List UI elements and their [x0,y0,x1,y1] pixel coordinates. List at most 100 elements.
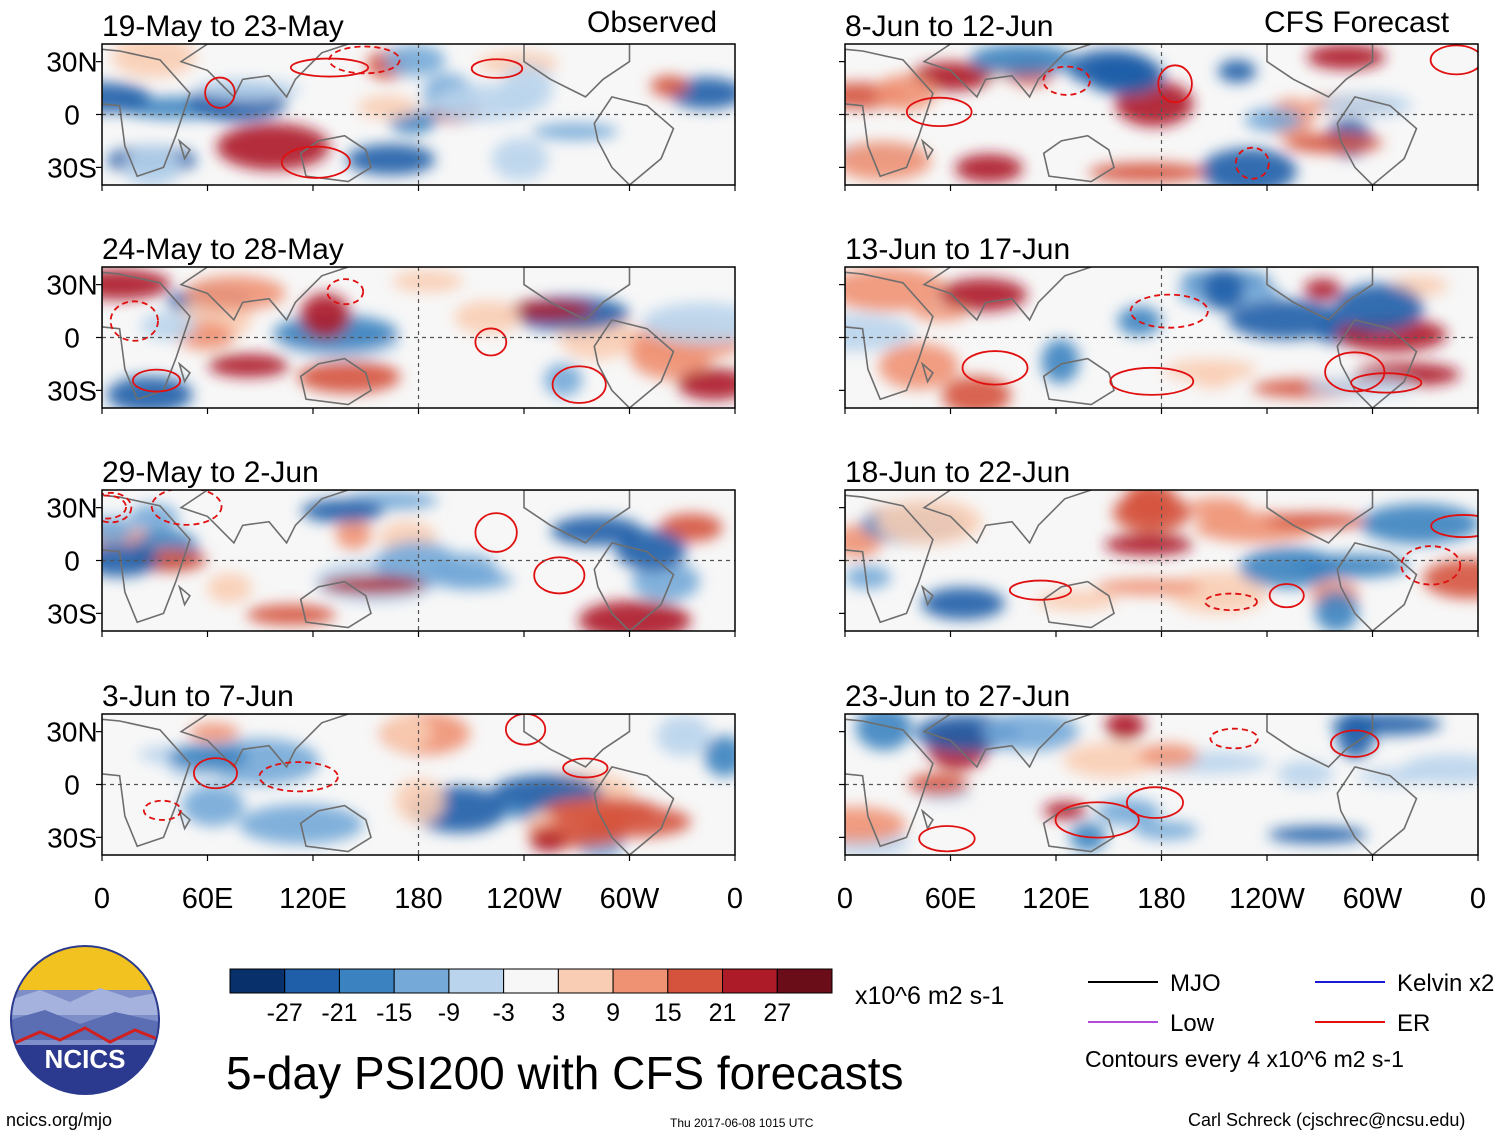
forecast-panel-3: 18-Jun to 22-Jun [839,456,1479,637]
x-tick-label: 120W [486,883,562,915]
x-tick-label: 60W [600,883,660,915]
anomaly-shading [138,714,735,855]
colorbar-tick-label: 3 [551,999,565,1027]
er-contours [109,278,607,404]
coastlines [102,267,675,408]
er-contours [1008,514,1478,612]
coastlines [845,267,1418,408]
colorbar-units: x10^6 m2 s-1 [855,982,1005,1010]
y-tick-label: 30S [47,375,97,406]
er-contours [204,45,524,179]
er-contours [102,490,586,595]
y-tick-label: 30N [46,717,97,748]
panel-period-label: 24-May to 28-May [102,233,344,266]
credit: Carl Schreck (cjschrec@ncsu.edu) [1188,1110,1466,1130]
logo-text: NCICS [45,1044,126,1074]
x-tick-label: 0 [837,883,853,915]
panel-period-label: 29-May to 2-Jun [102,456,319,489]
x-tick-label: 60W [1343,883,1403,915]
er-contours [918,727,1380,853]
source-url[interactable]: ncics.org/mjo [6,1110,113,1130]
panel-period-label: 23-Jun to 27-Jun [845,680,1070,713]
er-contours [142,714,609,821]
anomaly-shading [845,267,1461,408]
x-tick-label: 0 [727,883,743,915]
anomaly-shading [845,44,1413,185]
colorbar-tick-label: -9 [438,999,460,1027]
er-contours [961,293,1423,396]
coastlines [845,714,1418,855]
x-tick-label: 120E [279,883,347,915]
forecast-panel-2: 13-Jun to 17-Jun [839,233,1479,414]
x-tick-label: 0 [1470,883,1486,915]
panel-period-label: 19-May to 23-May [102,10,344,43]
colorbar-swatch [338,968,395,994]
y-tick-label: 30N [46,493,97,524]
colorbar-tick-label: -21 [321,999,357,1027]
colorbar-tick-label: -27 [267,999,303,1027]
colorbar-tick-label: -3 [493,999,515,1027]
ncics-logo: NCICS [10,945,160,1095]
panel-period-label: 8-Jun to 12-Jun [845,10,1053,43]
legend-label: Low [1170,1010,1215,1037]
colorbar-swatch [776,968,833,994]
y-tick-label: 0 [64,323,80,354]
er-contours [905,44,1478,180]
anomaly-shading [102,269,735,408]
y-tick-label: 30S [47,598,97,629]
colorbar-tick-label: 15 [654,999,682,1027]
colorbar-swatch [722,968,778,994]
colorbar-swatch [448,968,505,994]
x-tick-label: 120W [1229,883,1305,915]
colorbar-swatch [229,968,286,994]
anomaly-shading [845,490,1478,631]
colorbar-swatch [284,968,340,994]
x-tick-label: 60E [925,883,977,915]
coastlines [102,44,675,185]
panel-period-label: 13-Jun to 17-Jun [845,233,1070,266]
colorbar-swatch [667,968,724,994]
y-tick-label: 0 [64,770,80,801]
y-tick-label: 30N [46,47,97,78]
legend-label: ER [1397,1010,1430,1037]
x-tick-label: 60E [182,883,234,915]
x-tick-label: 120E [1022,883,1090,915]
colorbar-swatch [393,968,450,994]
main-title: 5-day PSI200 with CFS forecasts [226,1047,904,1099]
coastlines [845,490,1418,631]
x-tick-label: 180 [1137,883,1185,915]
observed-label: Observed [587,6,718,39]
colorbar-tick-label: 21 [709,999,737,1027]
y-tick-label: 30S [47,822,97,853]
panel-period-label: 18-Jun to 22-Jun [845,456,1070,489]
x-tick-label: 180 [394,883,442,915]
y-tick-label: 30S [47,152,97,183]
colorbar-swatch [503,968,559,994]
x-tick-label: 0 [94,883,110,915]
y-tick-label: 0 [64,546,80,577]
coastlines [102,714,675,855]
forecast-panel-4: 23-Jun to 27-Jun [839,680,1479,861]
timestamp: Thu 2017-06-08 1015 UTC [670,1116,814,1130]
coastlines [102,490,675,631]
colorbar-tick-label: 9 [606,999,620,1027]
forecast-label: CFS Forecast [1264,6,1450,39]
y-tick-label: 0 [64,100,80,131]
colorbar-swatch [557,968,614,994]
colorbar-swatch [612,968,669,994]
colorbar: -27 -21 -15 -9 -3 3 9 15 21 27 [229,968,833,1027]
legend-label: Kelvin x2 [1397,970,1494,997]
legend: MJO Kelvin x2 Low ER [1088,970,1494,1037]
colorbar-tick-label: 27 [763,999,791,1027]
legend-label: MJO [1170,970,1221,997]
contour-interval-note: Contours every 4 x10^6 m2 s-1 [1085,1046,1404,1072]
colorbar-tick-label: -15 [376,999,412,1027]
coastlines [845,44,1418,185]
y-tick-label: 30N [46,270,97,301]
